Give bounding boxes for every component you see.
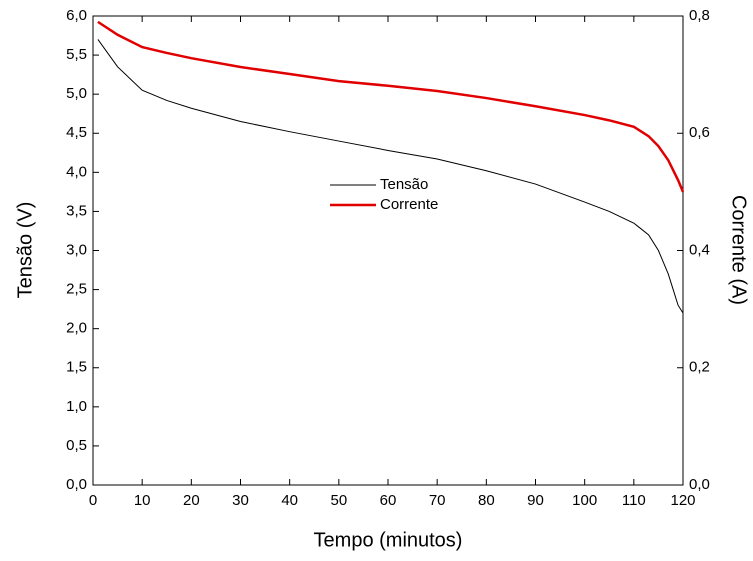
x-tick-label: 30 (232, 492, 249, 509)
y-tick-label: 1,5 (66, 359, 87, 376)
y-tick-label: 2,5 (66, 281, 87, 298)
x-tick-label: 0 (89, 492, 97, 509)
y-tick-label: 2,0 (66, 320, 87, 337)
y-tick-label: 5,0 (66, 85, 87, 102)
y-axis-title: Tensão (V) (14, 202, 36, 299)
series-line (97, 20, 685, 193)
x-tick-label: 110 (622, 492, 646, 509)
y-tick-label: 3,0 (66, 241, 87, 258)
y2-tick-label: 0,4 (689, 241, 710, 258)
y2-axis-title: Corrente (A) (728, 195, 750, 305)
x-tick-label: 120 (670, 492, 695, 509)
y-tick-label: 3,5 (66, 202, 87, 219)
series-line (97, 39, 684, 314)
y-tick-label: 1,0 (66, 398, 87, 415)
y-tick-label: 6,0 (66, 7, 87, 24)
x-tick-label: 10 (134, 492, 151, 509)
x-tick-label: 50 (330, 492, 347, 509)
y2-tick-label: 0,0 (689, 476, 710, 493)
y-tick-label: 4,5 (66, 124, 87, 141)
legend-label: Tensão (380, 176, 428, 193)
y2-tick-label: 0,2 (689, 359, 710, 376)
y2-tick-label: 0,8 (689, 7, 710, 24)
legend-label: Corrente (380, 196, 438, 213)
x-tick-label: 90 (527, 492, 544, 509)
x-tick-label: 40 (281, 492, 298, 509)
y-tick-label: 4,0 (66, 163, 87, 180)
y-tick-label: 5,5 (66, 46, 87, 63)
x-tick-label: 80 (478, 492, 495, 509)
x-tick-label: 70 (429, 492, 446, 509)
x-tick-label: 100 (572, 492, 597, 509)
y-tick-label: 0,5 (66, 437, 87, 454)
y-tick-label: 0,0 (66, 476, 87, 493)
x-axis-title: Tempo (minutos) (314, 529, 463, 551)
x-tick-label: 20 (183, 492, 200, 509)
x-tick-label: 60 (380, 492, 397, 509)
y2-tick-label: 0,6 (689, 124, 710, 141)
